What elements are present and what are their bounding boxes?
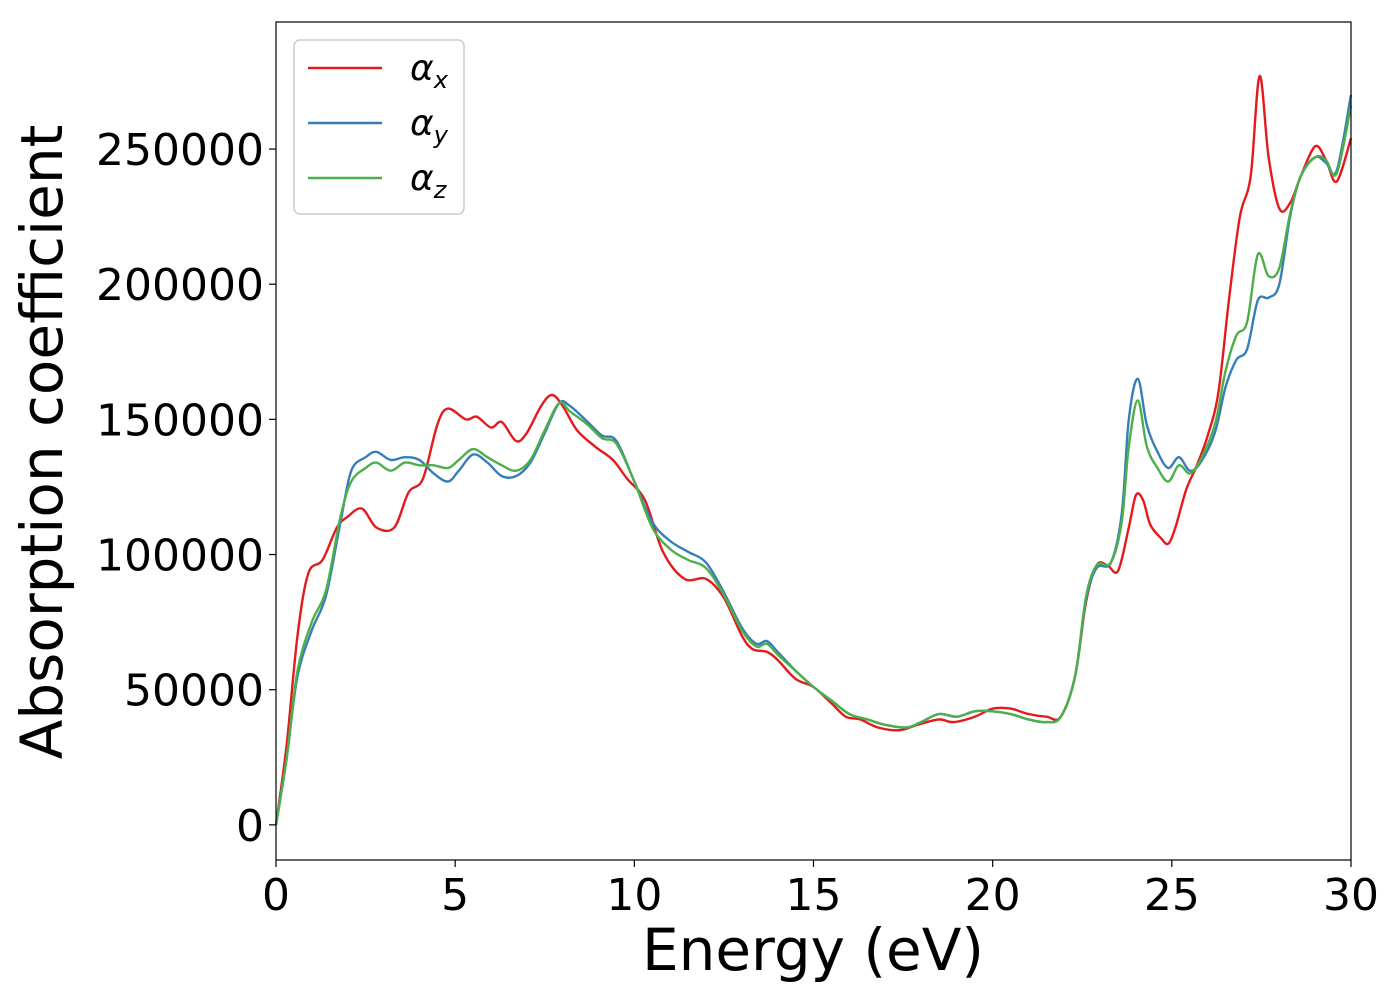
- y-tick-label: 150000: [96, 395, 264, 446]
- legend-label-z: αz: [410, 158, 448, 204]
- legend-label-y: αy: [410, 103, 449, 149]
- plot-area: [274, 74, 1353, 826]
- y-axis-label: Absorption coefficient: [8, 125, 76, 760]
- legend-box: [293, 39, 465, 215]
- x-tick-label: 30: [1323, 870, 1379, 921]
- y-tick-label: 50000: [124, 666, 264, 717]
- x-axis-label: Energy (eV): [642, 916, 984, 984]
- series-line-z: [274, 105, 1353, 826]
- x-axis: 0 5 10 15 20 25 30: [262, 860, 1379, 921]
- y-tick-label: 100000: [96, 531, 264, 582]
- x-tick-label: 20: [965, 870, 1021, 921]
- y-tick-label: 200000: [96, 260, 264, 311]
- x-tick-label: 0: [262, 870, 290, 921]
- y-tick-label: 250000: [96, 125, 264, 176]
- x-tick-label: 5: [441, 870, 469, 921]
- x-tick-label: 15: [786, 870, 842, 921]
- y-axis: 0 50000 100000 150000 200000 250000: [96, 125, 276, 852]
- x-tick-label: 10: [606, 870, 662, 921]
- x-tick-label: 25: [1144, 870, 1200, 921]
- series-line-x: [274, 74, 1353, 826]
- legend-label-x: αx: [410, 48, 449, 94]
- y-tick-label: 0: [236, 801, 264, 852]
- legend: αx αy αz: [293, 39, 465, 215]
